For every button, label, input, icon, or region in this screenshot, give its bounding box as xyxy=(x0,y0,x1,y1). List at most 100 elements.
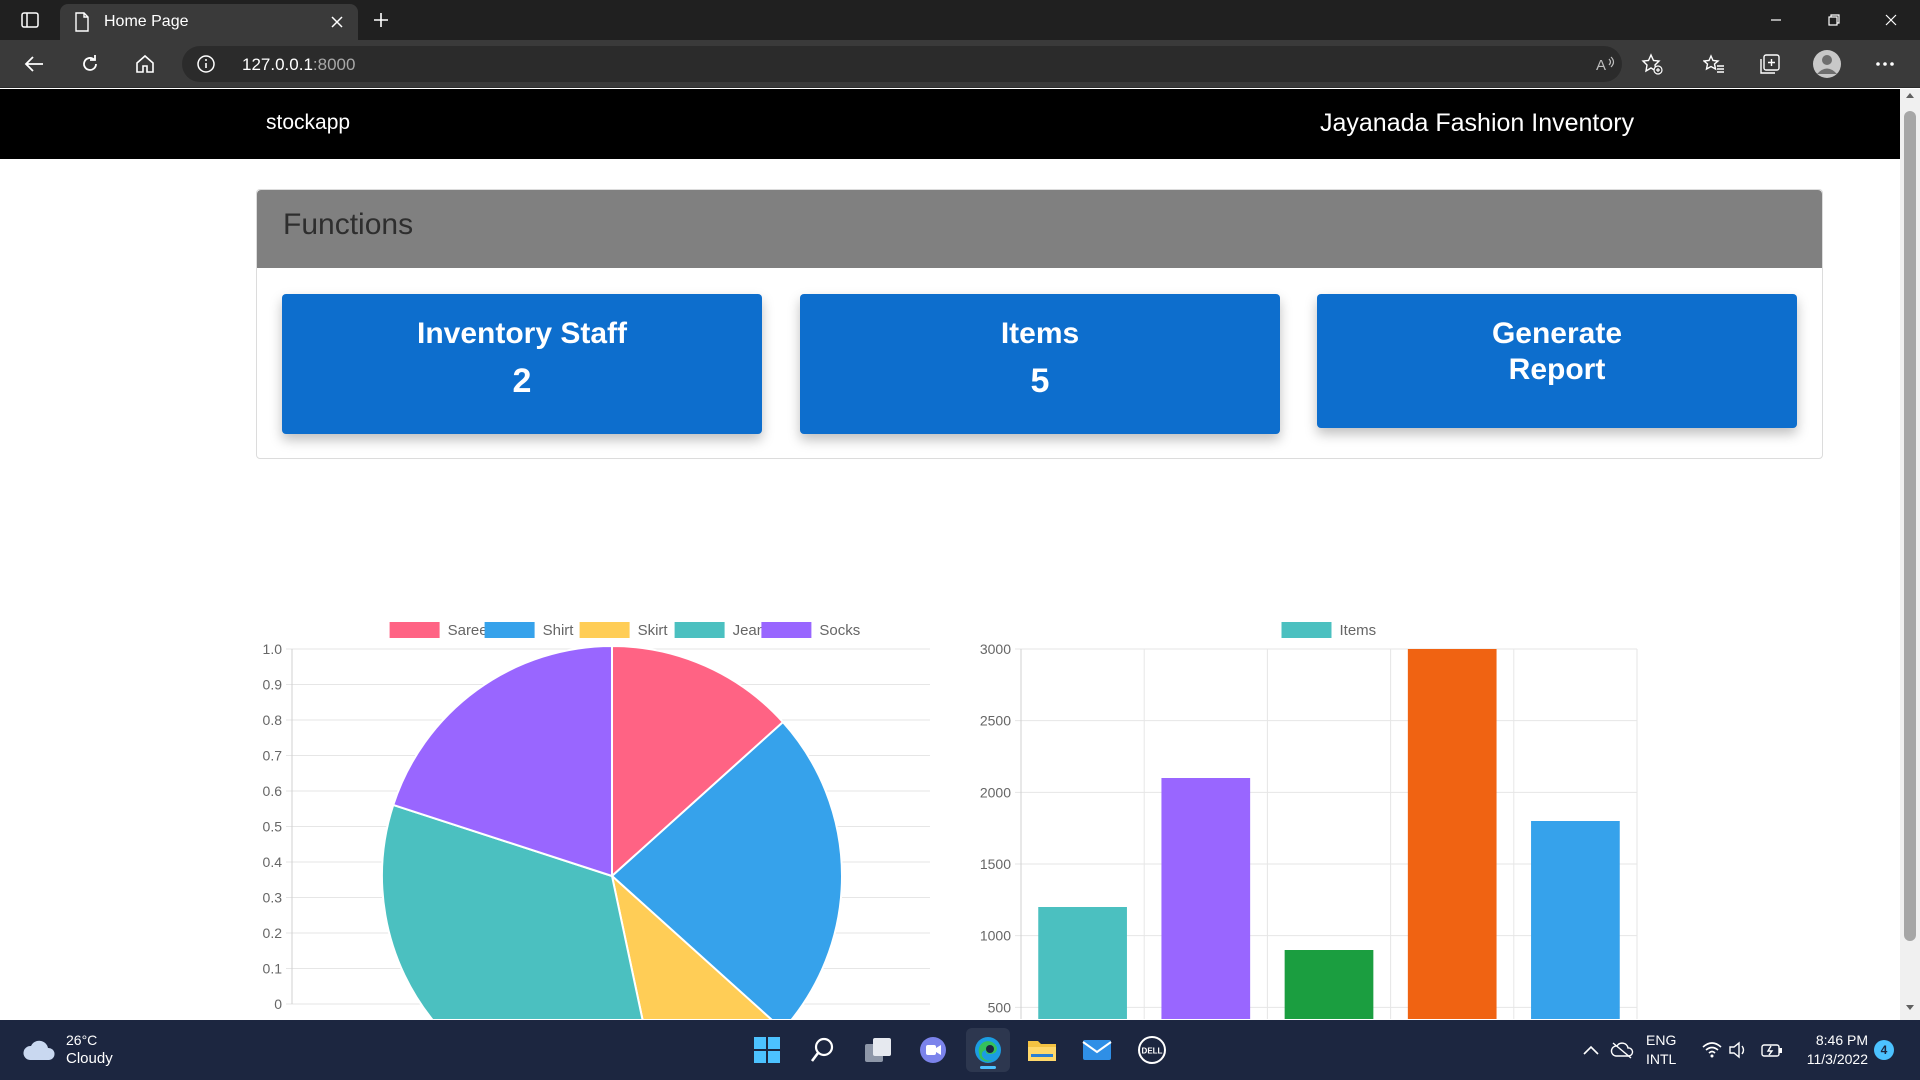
scroll-down-icon[interactable] xyxy=(1900,1004,1920,1018)
close-window-icon[interactable] xyxy=(1862,0,1920,40)
keyboard-layout: INTL xyxy=(1646,1051,1677,1067)
generate-report-label: Generate Report xyxy=(1491,317,1623,386)
file-explorer-icon[interactable] xyxy=(1020,1028,1064,1072)
items-button[interactable]: Items 5 xyxy=(800,294,1280,434)
teams-chat-icon[interactable] xyxy=(911,1028,955,1072)
page-viewport: stockapp Jayanada Fashion Inventory Func… xyxy=(0,89,1900,1020)
pie-chart: 1.0 0.9 0.8 0.7 0.6 0.5 0.4 0.3 0.2 0.1 0 Saree Shir… xyxy=(250,519,950,1020)
read-aloud-icon[interactable]: A xyxy=(1588,48,1624,80)
inventory-staff-label: Inventory Staff xyxy=(416,317,628,350)
tab-title: Home Page xyxy=(104,13,189,30)
bar-chart-svg: 300025002000150010005000ItemsSareeShirtS… xyxy=(980,622,1638,1020)
pie-legend-label: Shirt xyxy=(543,622,575,639)
pie-y-tick-label: 0.8 xyxy=(263,712,283,728)
mail-icon[interactable] xyxy=(1075,1028,1119,1072)
active-app-indicator xyxy=(980,1066,996,1069)
minimize-icon[interactable] xyxy=(1747,0,1805,40)
generate-report-button[interactable]: Generate Report xyxy=(1317,294,1797,428)
tab-actions-icon[interactable] xyxy=(14,8,46,32)
edge-icon[interactable] xyxy=(966,1028,1010,1072)
bar-y-tick-label: 500 xyxy=(988,999,1012,1015)
functions-card-header: Functions xyxy=(257,190,1822,268)
pie-legend-label: Saree xyxy=(448,622,488,639)
home-icon[interactable] xyxy=(127,48,163,80)
bar-legend-label: Items xyxy=(1340,622,1377,639)
chevron-up-icon[interactable] xyxy=(1577,1036,1605,1064)
pie-y-tick-label: 0.7 xyxy=(263,748,283,764)
more-menu-icon[interactable] xyxy=(1867,48,1903,80)
svg-text:A: A xyxy=(1596,57,1606,73)
language-indicator[interactable]: ENG INTL xyxy=(1646,1031,1676,1069)
page-icon xyxy=(74,12,90,37)
pie-chart-svg: 1.0 0.9 0.8 0.7 0.6 0.5 0.4 0.3 0.2 0.1 0 Saree Shir… xyxy=(263,622,930,1020)
clock[interactable]: 8:46 PM 11/3/2022 xyxy=(1794,1031,1868,1069)
browser-toolbar: 127.0.0.1:8000 A xyxy=(0,40,1920,88)
svg-text:DELL: DELL xyxy=(1142,1047,1163,1056)
inventory-staff-count: 2 xyxy=(512,362,532,400)
items-count: 5 xyxy=(1030,362,1050,400)
pie-slice-jean xyxy=(381,803,644,1020)
pie-y-tick-label: 0.2 xyxy=(263,925,283,941)
browser-tab-bar: Home Page xyxy=(0,0,1920,40)
browser-tab[interactable]: Home Page xyxy=(60,4,358,40)
pie-legend-label: Skirt xyxy=(638,622,669,639)
bar-y-tick-label: 1500 xyxy=(980,856,1011,872)
onedrive-offline-icon[interactable] xyxy=(1608,1036,1636,1064)
restore-icon[interactable] xyxy=(1805,0,1863,40)
site-info-icon[interactable] xyxy=(196,54,216,79)
pie-legend-label: Jean xyxy=(733,622,766,639)
dell-icon[interactable]: DELL xyxy=(1130,1028,1174,1072)
pie-legend-swatch xyxy=(389,622,440,638)
wifi-icon[interactable] xyxy=(1698,1036,1726,1064)
favorites-icon[interactable] xyxy=(1696,48,1732,80)
refresh-icon[interactable] xyxy=(72,48,108,80)
bar-y-tick-label: 1000 xyxy=(980,928,1011,944)
url-text: 127.0.0.1:8000 xyxy=(242,55,355,75)
pie-y-tick-label: 0.9 xyxy=(263,677,283,693)
cloud-icon xyxy=(22,1038,56,1067)
task-view-icon[interactable] xyxy=(856,1028,900,1072)
pie-legend-swatch xyxy=(761,622,812,638)
bar-y-tick-label: 2500 xyxy=(980,713,1011,729)
clock-time: 8:46 PM xyxy=(1815,1032,1868,1048)
address-field[interactable]: 127.0.0.1:8000 xyxy=(182,46,1622,82)
bar-shirt xyxy=(1161,778,1251,1020)
language-code: ENG xyxy=(1646,1032,1677,1048)
start-icon[interactable] xyxy=(745,1028,789,1072)
navbar-brand[interactable]: stockapp xyxy=(266,111,351,134)
search-icon[interactable] xyxy=(801,1028,845,1072)
scroll-thumb[interactable] xyxy=(1904,111,1916,941)
weather-widget[interactable]: 26°C Cloudy xyxy=(22,1030,162,1070)
bar-legend-swatch xyxy=(1281,622,1332,638)
pie-slice-skirt xyxy=(610,873,774,1020)
functions-title: Functions xyxy=(283,208,414,241)
pie-legend-swatch xyxy=(674,622,725,638)
close-tab-icon[interactable] xyxy=(326,11,348,33)
url-port: :8000 xyxy=(312,55,356,74)
volume-icon[interactable] xyxy=(1724,1036,1752,1064)
scroll-up-icon[interactable] xyxy=(1900,91,1920,105)
pie-legend-swatch xyxy=(579,622,630,638)
page-scrollbar[interactable] xyxy=(1900,89,1920,1020)
inventory-staff-button[interactable]: Inventory Staff 2 xyxy=(282,294,762,434)
os-taskbar: 26°C Cloudy DELL ENG INTL xyxy=(0,1020,1920,1080)
pie-y-tick-label: 0.4 xyxy=(263,854,283,870)
pie-y-tick-label: 0.1 xyxy=(263,961,283,977)
site-title: Jayanada Fashion Inventory xyxy=(1320,109,1635,137)
pie-legend-label: Socks xyxy=(819,622,860,639)
pie-legend-swatch xyxy=(484,622,535,638)
pie-slice-shirt xyxy=(610,720,843,1020)
clock-date: 11/3/2022 xyxy=(1806,1051,1868,1067)
profile-avatar-icon[interactable] xyxy=(1809,48,1845,80)
notification-badge[interactable]: 4 xyxy=(1874,1040,1894,1060)
battery-charging-icon[interactable] xyxy=(1758,1036,1786,1064)
pie-y-tick-label: 1.0 xyxy=(263,641,283,657)
bar-chart: 300025002000150010005000ItemsSareeShirtS… xyxy=(960,519,1660,1020)
back-arrow-icon[interactable] xyxy=(16,48,52,80)
bar-y-tick-label: 2000 xyxy=(980,784,1011,800)
functions-card: Functions Inventory Staff 2 Items 5 Gene… xyxy=(256,189,1823,459)
collections-icon[interactable] xyxy=(1752,48,1788,80)
new-tab-icon[interactable] xyxy=(366,6,396,34)
items-label: Items xyxy=(1000,317,1080,350)
add-favorite-icon[interactable] xyxy=(1634,48,1670,80)
